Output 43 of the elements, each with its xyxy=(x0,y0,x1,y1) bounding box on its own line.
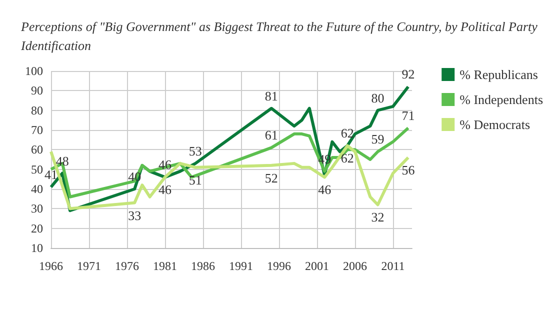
data-label: 62 xyxy=(340,126,354,141)
x-tick-label: 2001 xyxy=(305,259,329,273)
x-tick-label: 2011 xyxy=(381,259,405,273)
data-label: 32 xyxy=(371,210,384,225)
y-tick-label: 40 xyxy=(31,182,43,196)
data-label: 81 xyxy=(264,88,278,104)
data-label: 49 xyxy=(318,151,332,166)
x-tick-label: 1976 xyxy=(115,259,139,273)
legend-label: % Democrats xyxy=(460,117,530,132)
data-label: 52 xyxy=(264,170,278,186)
x-tick-label: 1971 xyxy=(77,259,101,273)
data-label: 56 xyxy=(402,162,416,178)
chart-title: Perceptions of "Big Government" as Biggest Threat to the Future of the Country, by Political Party Identification xyxy=(20,19,541,53)
data-label: 46 xyxy=(318,182,332,198)
data-label: 53 xyxy=(188,143,202,158)
data-label: 51 xyxy=(188,172,202,188)
y-tick-label: 30 xyxy=(31,202,43,216)
data-label: 59 xyxy=(371,132,384,147)
x-tick-label: 1986 xyxy=(191,259,215,273)
data-label: 92 xyxy=(402,66,415,82)
y-tick-label: 80 xyxy=(31,103,43,118)
data-label: 46 xyxy=(158,182,172,198)
data-label: 62 xyxy=(340,150,354,166)
y-tick-label: 100 xyxy=(25,64,43,78)
y-tick-label: 50 xyxy=(31,162,43,176)
data-label: 41 xyxy=(44,167,58,182)
legend-label: % Republicans xyxy=(460,67,538,82)
y-tick-label: 10 xyxy=(31,241,43,255)
x-tick-label: 2006 xyxy=(343,259,367,273)
x-tick-label: 1966 xyxy=(39,259,63,273)
y-tick-label: 90 xyxy=(31,84,43,98)
y-tick-label: 60 xyxy=(31,142,43,157)
data-label: 71 xyxy=(402,108,415,124)
data-label: 61 xyxy=(264,128,278,143)
data-label: 33 xyxy=(128,208,142,223)
data-label: 80 xyxy=(371,90,384,106)
data-label: 48 xyxy=(56,153,69,168)
y-tick-label: 20 xyxy=(31,221,43,236)
legend-label: % Independents xyxy=(460,92,543,107)
x-tick-label: 1981 xyxy=(153,259,177,273)
x-tick-label: 1996 xyxy=(267,259,291,273)
x-tick-label: 1991 xyxy=(229,259,253,273)
y-tick-label: 70 xyxy=(31,123,43,137)
